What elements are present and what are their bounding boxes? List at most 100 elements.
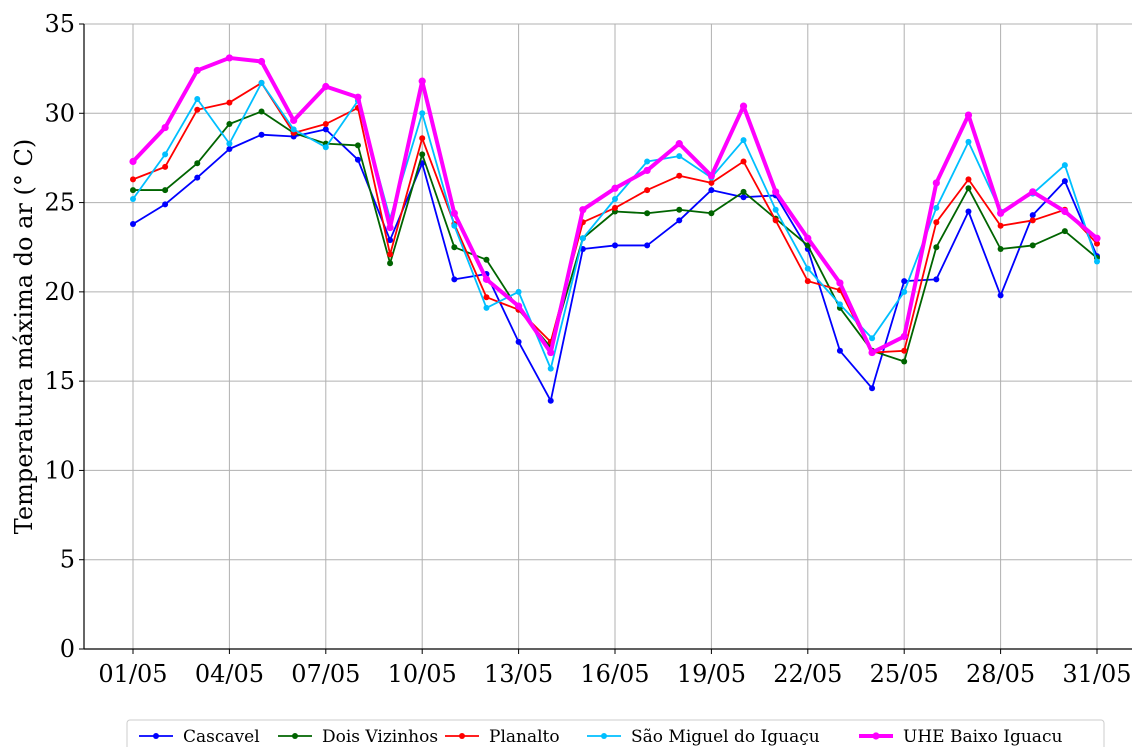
- data-point: [1029, 212, 1036, 219]
- data-point: [387, 260, 394, 267]
- data-point: [1061, 178, 1068, 185]
- data-point: [258, 79, 265, 86]
- data-point: [226, 140, 233, 147]
- data-point: [804, 242, 811, 249]
- data-point: [482, 275, 491, 283]
- data-point: [130, 196, 136, 202]
- data-point: [579, 206, 587, 214]
- data-point: [675, 140, 683, 148]
- x-tick-label: 01/05: [98, 660, 167, 688]
- data-point: [226, 99, 233, 106]
- data-point: [450, 209, 458, 217]
- y-tick-label: 10: [44, 456, 75, 484]
- data-point: [676, 153, 683, 160]
- data-point: [933, 276, 940, 283]
- data-point: [900, 332, 908, 341]
- x-tick-label: 22/05: [773, 660, 842, 688]
- legend-marker: [872, 732, 880, 740]
- data-point: [1061, 228, 1068, 235]
- data-point: [997, 292, 1004, 299]
- data-point: [290, 126, 297, 133]
- y-tick-label: 25: [44, 189, 75, 217]
- data-point: [194, 106, 201, 113]
- data-point: [836, 301, 843, 308]
- legend-label: UHE Baixo Iguacu: [903, 727, 1062, 747]
- data-point: [483, 256, 490, 263]
- axes: 0 5 10 15 20 25 30 35 01/05 04/05 07/05 10/05 13/05 1…: [44, 10, 1132, 688]
- data-point: [162, 151, 169, 158]
- data-point: [515, 338, 522, 345]
- data-point: [612, 204, 618, 211]
- data-point: [1094, 258, 1100, 265]
- data-point: [419, 151, 426, 158]
- x-tick-label: 13/05: [484, 660, 553, 688]
- x-tick-label: 04/05: [195, 660, 264, 688]
- data-point: [836, 347, 843, 354]
- data-point: [419, 135, 426, 142]
- data-point: [162, 201, 169, 208]
- data-point: [611, 184, 619, 192]
- data-point: [708, 187, 715, 194]
- grid: [84, 23, 1132, 649]
- data-point: [612, 196, 618, 202]
- legend-marker: [292, 733, 298, 739]
- data-point: [997, 222, 1004, 229]
- data-point: [1029, 242, 1036, 249]
- y-tick-label: 5: [60, 546, 75, 574]
- x-tick-label: 07/05: [291, 660, 360, 688]
- y-axis-label: Temperatura máxima do ar (° C): [10, 139, 38, 535]
- x-tick-label: 25/05: [870, 660, 939, 688]
- data-point: [547, 397, 554, 404]
- data-point: [547, 365, 554, 372]
- data-point: [1061, 207, 1069, 216]
- data-point: [483, 294, 490, 301]
- data-point: [1094, 240, 1100, 247]
- data-point: [162, 187, 169, 194]
- data-point: [868, 348, 876, 357]
- data-point: [226, 146, 233, 152]
- data-point: [933, 219, 940, 226]
- data-point: [419, 110, 426, 117]
- data-point: [901, 288, 908, 295]
- data-point: [772, 206, 779, 213]
- data-point: [322, 126, 329, 133]
- data-point: [161, 123, 169, 132]
- data-point: [708, 210, 715, 217]
- data-point: [354, 142, 361, 149]
- data-point: [869, 335, 876, 342]
- x-tick-label: 19/05: [677, 660, 746, 688]
- series-4: [129, 54, 1101, 357]
- data-point: [1061, 162, 1068, 169]
- data-point: [322, 121, 329, 127]
- data-point: [354, 93, 362, 101]
- data-point: [483, 304, 490, 311]
- data-point: [418, 77, 426, 85]
- data-point: [322, 144, 329, 151]
- data-point: [387, 237, 394, 244]
- data-point: [1029, 188, 1037, 196]
- x-tick-label: 10/05: [388, 660, 457, 688]
- data-point: [130, 176, 136, 183]
- data-point: [451, 244, 458, 251]
- data-point: [740, 188, 747, 195]
- y-tick-label: 20: [44, 278, 75, 306]
- data-point: [579, 235, 586, 242]
- data-point: [194, 174, 201, 181]
- y-tick-label: 15: [44, 367, 75, 395]
- data-point: [965, 138, 972, 145]
- data-point: [933, 204, 940, 211]
- data-point: [869, 385, 876, 392]
- data-point: [740, 137, 747, 144]
- data-point: [676, 206, 683, 213]
- data-point: [290, 116, 298, 125]
- data-point: [804, 234, 812, 242]
- data-point: [644, 158, 651, 165]
- data-point: [643, 166, 651, 175]
- data-point: [130, 187, 136, 194]
- data-point: [194, 160, 201, 167]
- data-point: [547, 348, 555, 357]
- data-point: [451, 276, 458, 283]
- data-point: [193, 66, 201, 75]
